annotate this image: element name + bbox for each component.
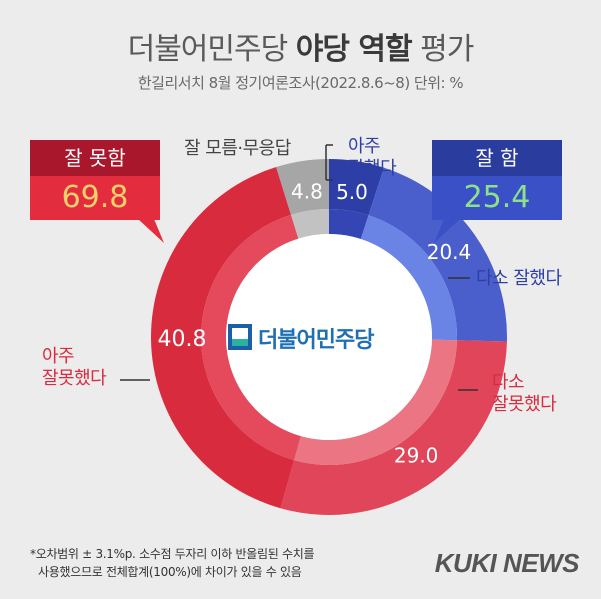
- donut-slice-3: [151, 167, 295, 509]
- donut-inner-slice-3: [200, 214, 301, 461]
- bad-total-value: 69.8: [30, 176, 160, 220]
- title-party: 더불어민주당: [127, 32, 289, 67]
- donut-value-label-4: 4.8: [291, 180, 323, 204]
- donut-slice-4: [276, 159, 329, 215]
- donut-inner-slice-2: [294, 339, 457, 465]
- donut-slice-1: [368, 167, 507, 342]
- good-total-label: 잘 함: [432, 140, 562, 176]
- footnote-line-2: 사용했으므로 전체합계(100%)에 차이가 있을 수 있음: [38, 565, 302, 579]
- donut-hole: [226, 234, 432, 440]
- footnote: *오차범위 ± 3.1%p. 소수점 두자리 이하 반올림된 수치를 사용했으므…: [30, 545, 315, 581]
- bad-box-pointer: [138, 219, 164, 243]
- party-logo-icon: [228, 324, 252, 350]
- subtitle: 한길리서치 8월 정기여론조사(2022.8.6~8) 단위: %: [137, 74, 464, 92]
- title-eval: 평가: [420, 32, 474, 67]
- label-somewhat-bad: 다소 잘못했다: [492, 372, 557, 415]
- donut-inner-slice-0: [329, 209, 369, 240]
- party-logo: 더불어민주당: [228, 322, 428, 353]
- good-total-value: 25.4: [432, 176, 562, 220]
- good-box-pointer: [434, 219, 460, 243]
- title-topic: 야당 역할: [295, 32, 413, 67]
- footnote-line-1: *오차범위 ± 3.1%p. 소수점 두자리 이하 반올림된 수치를: [30, 547, 315, 561]
- bad-total-box: 잘 못함 69.8: [30, 140, 160, 220]
- donut-inner-slice-4: [290, 209, 329, 239]
- label-somewhat-good: 다소 잘했다: [476, 268, 562, 289]
- donut-value-label-3: 40.8: [158, 327, 207, 352]
- good-total-box: 잘 함 25.4: [432, 140, 562, 220]
- label-very-good: 아주 잘했다: [348, 136, 397, 179]
- donut-slice-0: [329, 159, 385, 216]
- label-very-bad: 아주 잘못했다: [42, 346, 107, 389]
- bad-total-label: 잘 못함: [30, 140, 160, 176]
- brand-logo: KUKI NEWS: [434, 548, 580, 578]
- label-dont-know: 잘 모름·무응답: [184, 138, 291, 159]
- donut-slice-2: [280, 340, 507, 515]
- party-logo-text: 더불어민주당: [258, 328, 374, 353]
- donut-inner-slice-1: [360, 215, 457, 341]
- page-title: 더불어민주당 야당 역할 평가: [0, 24, 601, 68]
- donut-value-label-1: 20.4: [427, 240, 472, 264]
- donut-value-label-0: 5.0: [336, 180, 368, 204]
- donut-value-label-2: 29.0: [394, 443, 439, 467]
